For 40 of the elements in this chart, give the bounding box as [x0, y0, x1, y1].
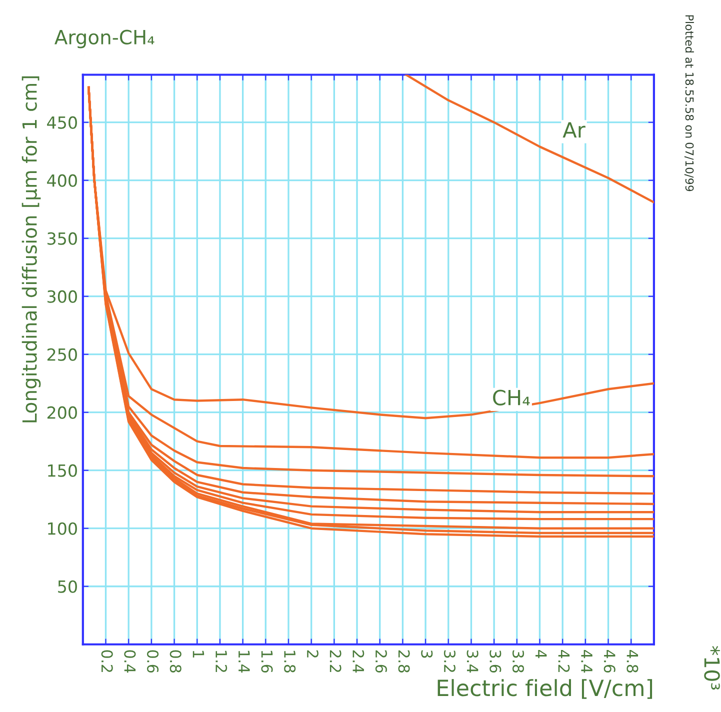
y-tick-label: 250	[47, 348, 77, 361]
x-tick-label: 3.8	[512, 650, 524, 672]
x-tick-label: 0.6	[147, 650, 159, 673]
x-tick-label: 1.8	[284, 650, 296, 672]
x-tick-label: 2.8	[398, 650, 410, 672]
x-tick-label: 3	[421, 650, 433, 658]
x-tick-label: 1.2	[216, 650, 228, 672]
x-axis-title: Electric field [V/cm]	[438, 679, 652, 699]
x-tick-label: 3.4	[466, 650, 478, 673]
x-tick-label: 4.8	[626, 650, 638, 672]
x-tick-label: 4.4	[581, 650, 592, 673]
y-tick-label: 100	[48, 522, 77, 535]
x-tick-label: 4.2	[558, 650, 570, 672]
x-tick-label: 3.2	[444, 650, 456, 672]
y-axis-title: Longitudinal diffusion [μm for 1 cm]	[22, 76, 41, 422]
y-tick-label: 450	[47, 116, 77, 129]
text: Plotted at 18.55.58 on 07/10/99	[684, 15, 694, 192]
y-tick-label: 350	[48, 232, 77, 245]
x-tick-label: 2.6	[375, 650, 387, 673]
x-tick-label: 1	[192, 650, 204, 658]
x-tick-label: 2.2	[330, 650, 342, 672]
x-tick-label: 4.6	[604, 650, 616, 673]
series-label: Ar	[562, 122, 586, 138]
series-label: CH₄	[493, 390, 530, 406]
x-tick-label: 4	[536, 650, 547, 658]
x-tick-label: 0.8	[170, 650, 182, 672]
x-tick-label: 1.6	[261, 650, 273, 673]
y-tick-label: 400	[47, 174, 77, 187]
x-tick-label: 2.4	[352, 650, 364, 673]
y-tick-label: 300	[48, 290, 77, 303]
y-tick-label: 200	[47, 406, 77, 419]
text: *10³	[704, 646, 720, 690]
y-tick-label: 150	[48, 464, 77, 477]
chart-title: Argon-CH₄	[54, 30, 154, 48]
x-tick-label: 3.6	[490, 650, 502, 673]
x-tick-label: 0.2	[101, 650, 113, 672]
y-tick-label: 50	[58, 580, 77, 593]
x-tick-label: 1.4	[238, 650, 250, 673]
x-tick-label: 0.4	[124, 650, 136, 673]
x-tick-label: 2	[307, 650, 318, 658]
